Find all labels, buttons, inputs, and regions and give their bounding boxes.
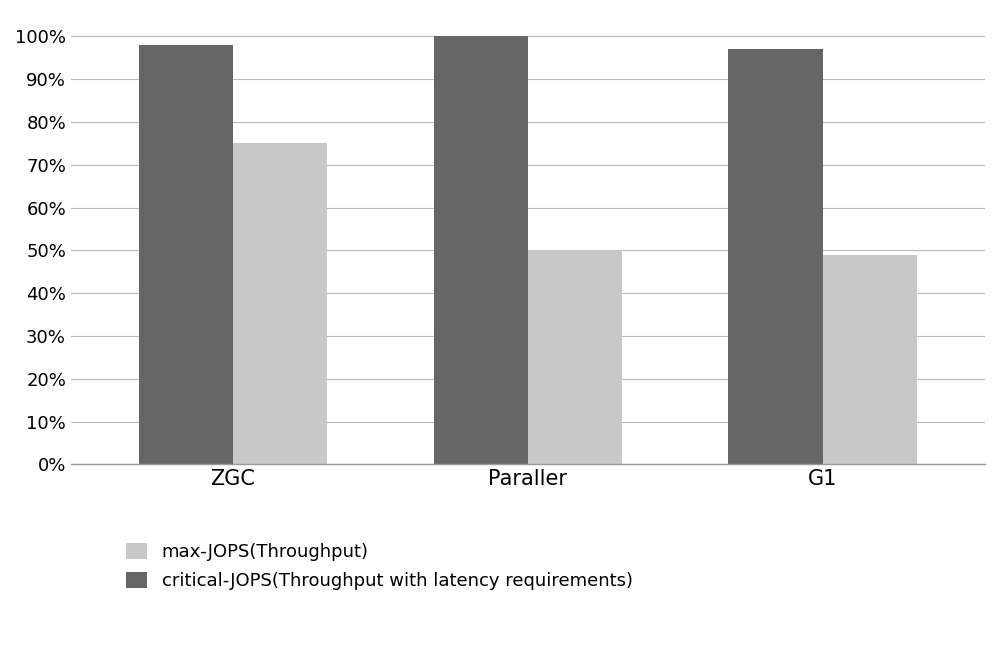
Bar — [434, 36, 528, 464]
Bar — [233, 143, 327, 464]
Bar — [728, 49, 823, 464]
Legend: max-JOPS(Throughput), critical-JOPS(Throughput with latency requirements): max-JOPS(Throughput), critical-JOPS(Thro… — [126, 543, 633, 590]
Bar — [823, 255, 917, 464]
Bar — [139, 45, 233, 464]
Bar — [528, 250, 622, 464]
